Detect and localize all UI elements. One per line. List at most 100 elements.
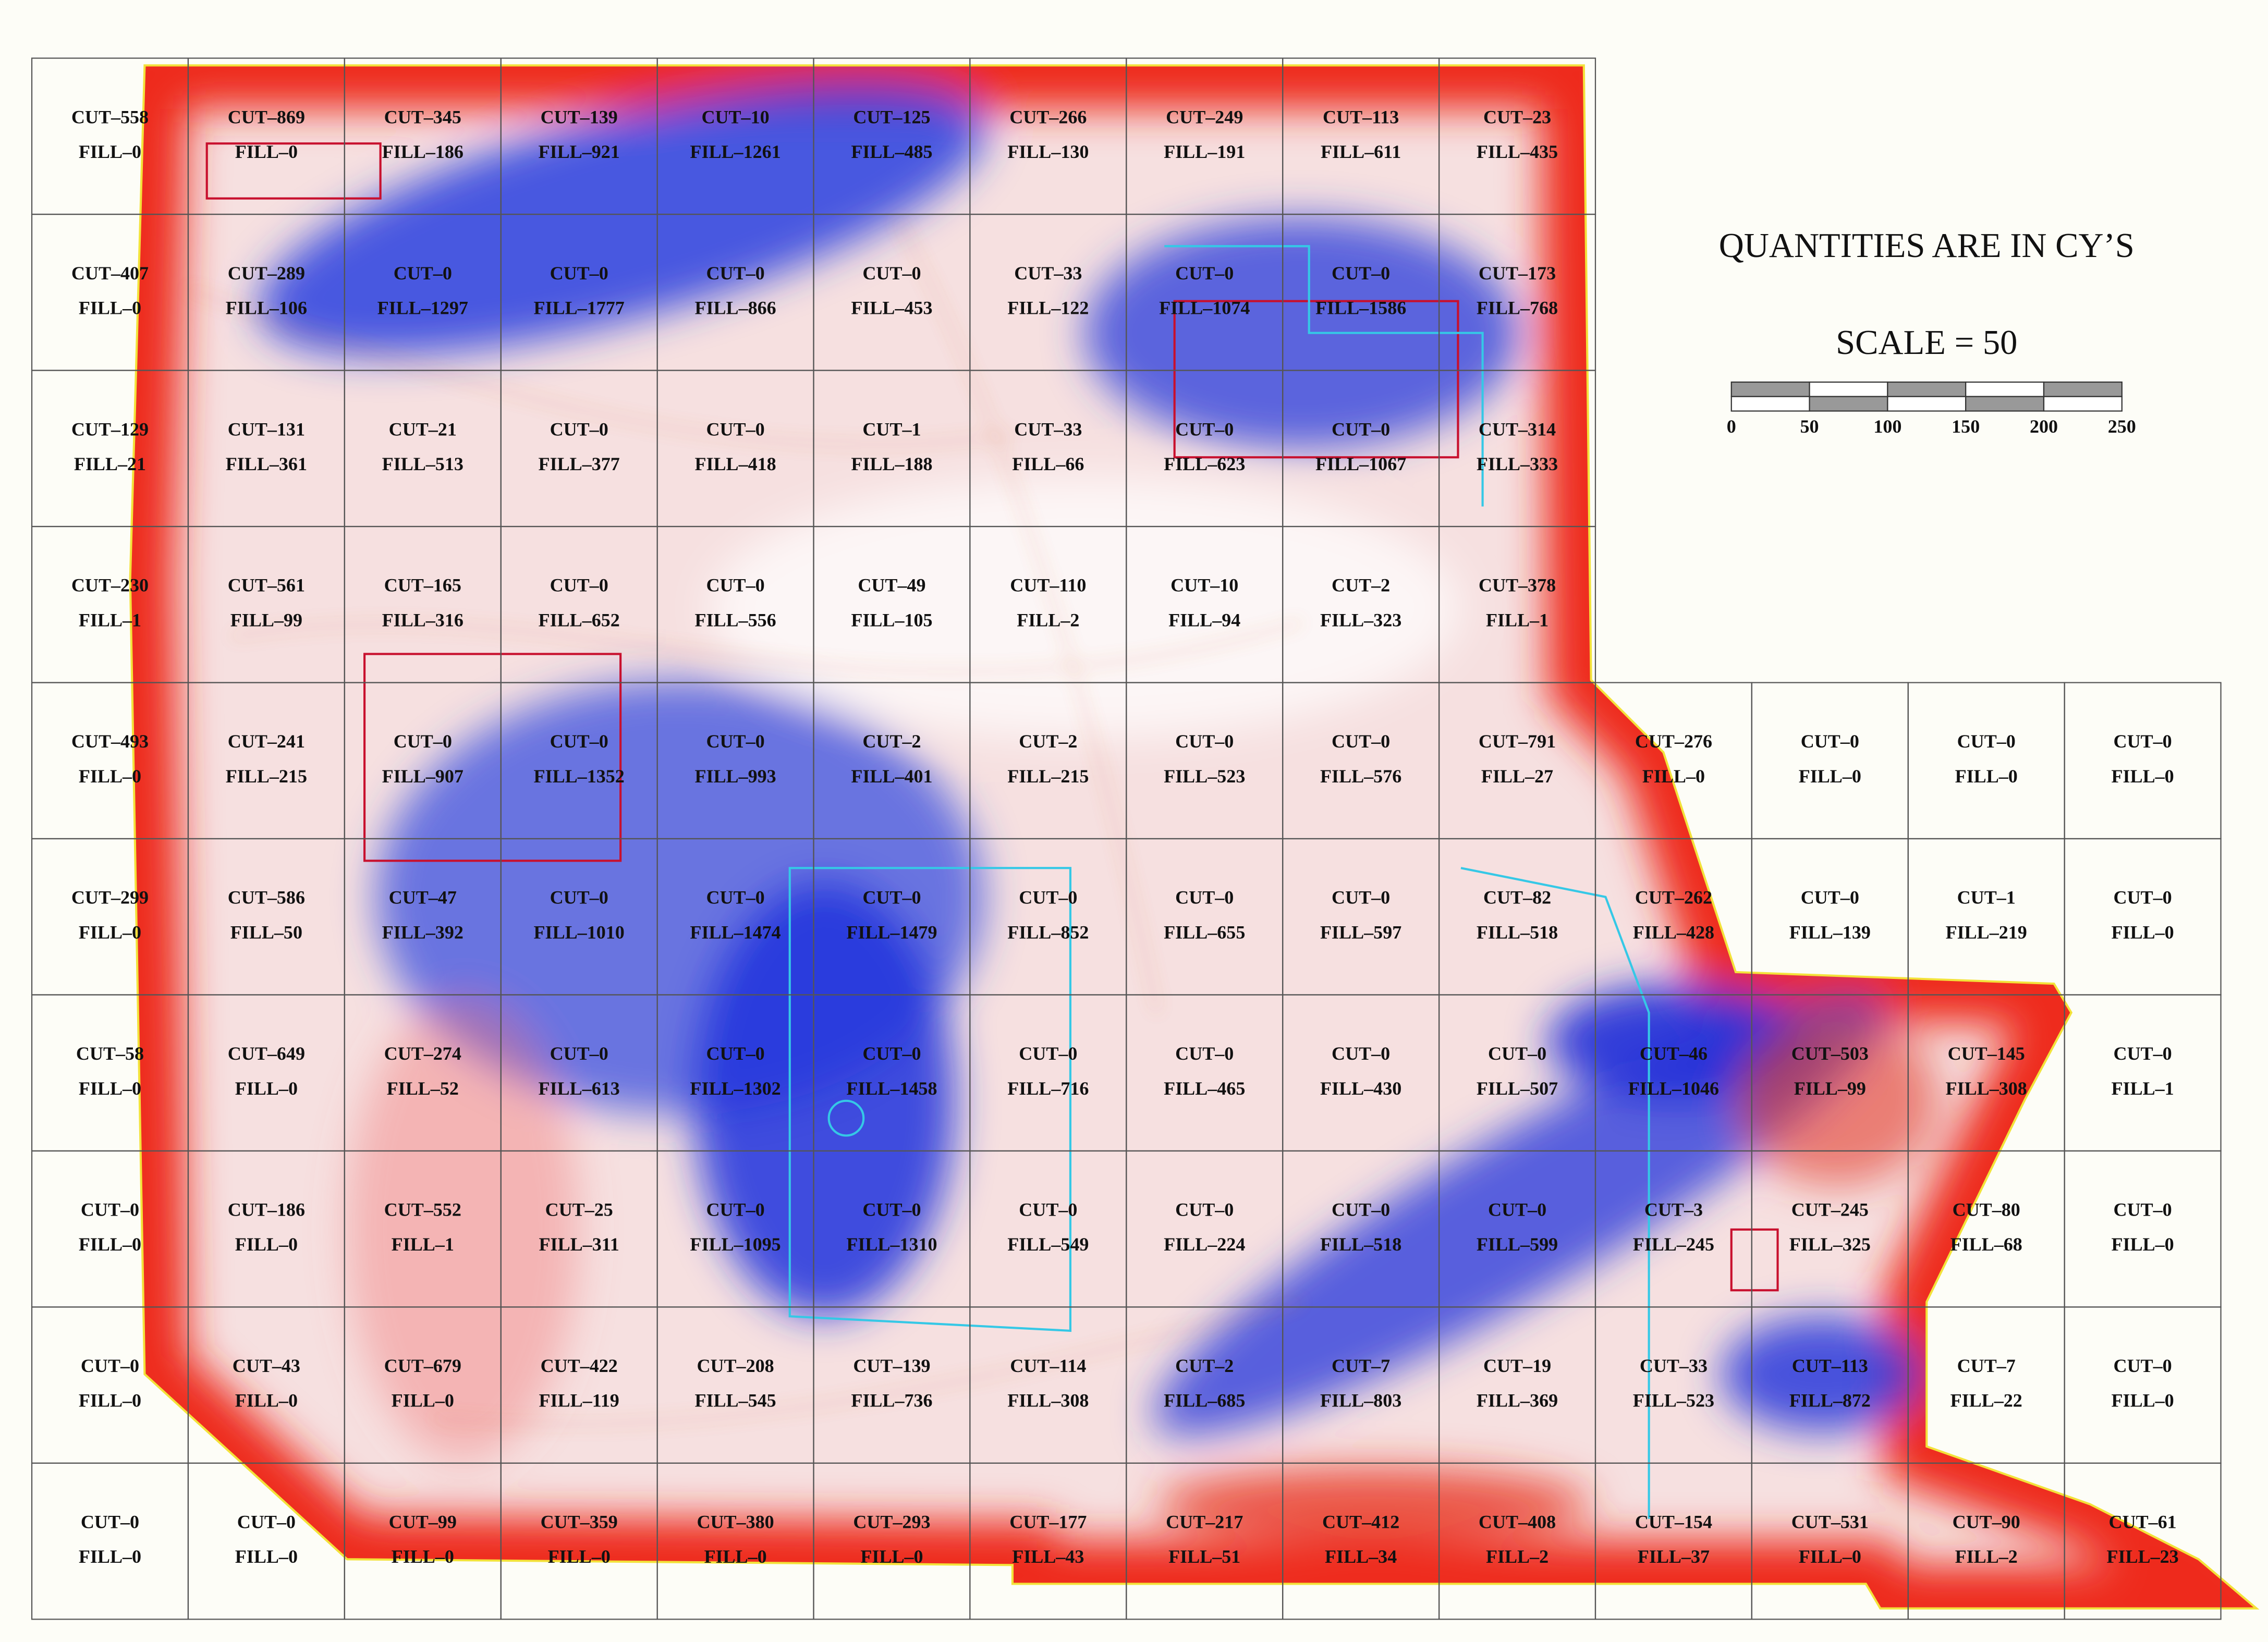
cut-label: CUT–33 — [1014, 419, 1082, 439]
fill-label: FILL–34 — [1325, 1546, 1397, 1567]
cut-label: CUT–0 — [1801, 887, 1859, 908]
fill-label: FILL–1046 — [1628, 1078, 1719, 1099]
fill-label: FILL–1 — [2112, 1078, 2174, 1099]
cut-label: CUT–2 — [1175, 1355, 1234, 1376]
cut-label: CUT–10 — [701, 106, 769, 127]
cut-label: CUT–0 — [862, 1043, 921, 1064]
fill-label: FILL–0 — [79, 1234, 141, 1255]
fill-label: FILL–316 — [382, 609, 464, 630]
fill-label: FILL–613 — [539, 1078, 620, 1099]
cut-label: CUT–58 — [76, 1043, 144, 1064]
fill-label: FILL–22 — [1950, 1390, 2022, 1411]
scale-segment — [1965, 381, 2045, 397]
fill-label: FILL–623 — [1164, 454, 1245, 474]
fill-label: FILL–0 — [79, 297, 141, 318]
scale-tick-label: 100 — [1873, 416, 1901, 437]
cut-label: CUT–7 — [1332, 1355, 1390, 1376]
cut-label: CUT–0 — [1488, 1043, 1546, 1064]
cut-label: CUT–0 — [1175, 263, 1234, 284]
fill-label: FILL–1 — [79, 609, 141, 630]
cut-label: CUT–552 — [384, 1199, 461, 1220]
scale-segment — [1809, 381, 1888, 397]
fill-label: FILL–99 — [1794, 1078, 1866, 1099]
cut-label: CUT–0 — [550, 575, 608, 596]
fill-label: FILL–736 — [851, 1390, 932, 1411]
fill-label: FILL–523 — [1633, 1390, 1714, 1411]
cut-label: CUT–0 — [706, 263, 764, 284]
fill-label: FILL–513 — [382, 454, 464, 474]
fill-label: FILL–803 — [1320, 1390, 1401, 1411]
cut-label: CUT–2 — [1019, 731, 1077, 752]
cut-label: CUT–173 — [1479, 263, 1556, 284]
cut-label: CUT–245 — [1791, 1199, 1869, 1220]
fill-label: FILL–99 — [230, 609, 302, 630]
scale-segment — [2043, 381, 2123, 397]
fill-label: FILL–325 — [1789, 1234, 1871, 1255]
fill-label: FILL–0 — [2112, 1234, 2174, 1255]
fill-label: FILL–428 — [1633, 922, 1714, 942]
fill-label: FILL–652 — [539, 609, 620, 630]
cut-label: CUT–0 — [1175, 1043, 1234, 1064]
fill-label: FILL–0 — [235, 1546, 298, 1567]
cut-label: CUT–0 — [237, 1512, 296, 1533]
cut-label: CUT–0 — [2114, 1043, 2172, 1064]
fill-label: FILL–0 — [235, 141, 298, 162]
fill-label: FILL–0 — [1955, 766, 2018, 787]
grid-cell — [2064, 1150, 2222, 1308]
scale-tick-label: 250 — [2108, 416, 2136, 437]
cut-label: CUT–0 — [550, 887, 608, 908]
grid-cell — [1751, 838, 1909, 996]
fill-label: FILL–66 — [1012, 454, 1084, 474]
fill-label: FILL–0 — [392, 1546, 454, 1567]
cut-label: CUT–679 — [384, 1355, 461, 1376]
fill-label: FILL–507 — [1477, 1078, 1558, 1099]
cut-label: CUT–0 — [706, 887, 764, 908]
fill-label: FILL–0 — [79, 141, 141, 162]
scale-segment — [1809, 396, 1888, 412]
cut-label: CUT–43 — [233, 1355, 300, 1376]
cut-label: CUT–412 — [1322, 1512, 1399, 1533]
legend: QUANTITIES ARE IN CY’S SCALE = 50 0 50 100… — [1719, 227, 2136, 437]
cut-label: CUT–531 — [1791, 1512, 1869, 1533]
cut-label: CUT–90 — [1953, 1512, 2020, 1533]
fill-label: FILL–430 — [1320, 1078, 1401, 1099]
fill-label: FILL–0 — [2112, 1390, 2174, 1411]
cut-label: CUT–0 — [1019, 1199, 1077, 1220]
cut-label: CUT–0 — [1019, 1043, 1077, 1064]
grid-cell — [2064, 1462, 2222, 1620]
cut-label: CUT–2 — [862, 731, 921, 752]
cut-label: CUT–46 — [1640, 1043, 1708, 1064]
fill-label: FILL–245 — [1633, 1234, 1714, 1255]
quantity-note: QUANTITIES ARE IN CY’S — [1719, 227, 2135, 265]
cut-label: CUT–0 — [1488, 1199, 1546, 1220]
cut-label: CUT–0 — [1019, 887, 1077, 908]
fill-label: FILL–1010 — [534, 922, 625, 942]
fill-label: FILL–0 — [704, 1546, 766, 1567]
cut-label: CUT–110 — [1010, 575, 1086, 596]
scale-segment — [1887, 381, 1967, 397]
cut-label: CUT–1 — [1957, 887, 2016, 908]
fill-label: FILL–377 — [539, 454, 620, 474]
cut-label: CUT–10 — [1170, 575, 1238, 596]
fill-label: FILL–215 — [226, 766, 307, 787]
fill-label: FILL–0 — [235, 1234, 298, 1255]
fill-label: FILL–311 — [539, 1234, 619, 1255]
cut-label: CUT–0 — [1332, 1043, 1390, 1064]
fill-label: FILL–716 — [1007, 1078, 1089, 1099]
cut-label: CUT–0 — [1332, 263, 1390, 284]
scale-segment — [2043, 396, 2123, 412]
cut-label: CUT–791 — [1479, 731, 1556, 752]
fill-label: FILL–94 — [1168, 609, 1240, 630]
cut-label: CUT–21 — [389, 419, 457, 439]
cut-label: CUT–493 — [71, 731, 149, 752]
fill-label: FILL–21 — [74, 454, 146, 474]
cut-label: CUT–289 — [228, 263, 305, 284]
fill-label: FILL–611 — [1321, 141, 1401, 162]
fill-label: FILL–1297 — [377, 297, 468, 318]
cut-label: CUT–47 — [389, 887, 457, 908]
cut-label: CUT–0 — [394, 263, 452, 284]
fill-label: FILL–453 — [851, 297, 932, 318]
cut-label: CUT–25 — [545, 1199, 613, 1220]
fill-label: FILL–1777 — [534, 297, 625, 318]
grid-cell — [2064, 838, 2222, 996]
